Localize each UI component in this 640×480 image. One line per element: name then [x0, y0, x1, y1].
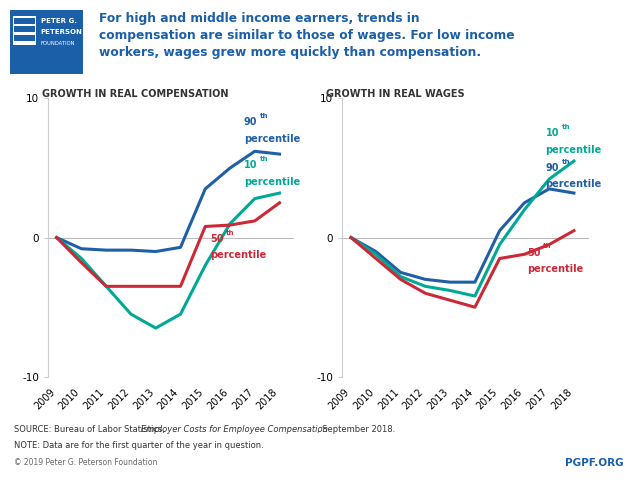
Text: PETERSON: PETERSON	[40, 29, 83, 36]
Text: percentile: percentile	[545, 144, 602, 155]
Text: th: th	[543, 243, 552, 250]
Text: th: th	[561, 158, 570, 165]
Text: FOUNDATION: FOUNDATION	[40, 41, 75, 46]
Text: PGPF.ORG: PGPF.ORG	[565, 458, 624, 468]
Text: th: th	[260, 156, 268, 162]
Text: © 2019 Peter G. Peterson Foundation: © 2019 Peter G. Peterson Foundation	[14, 458, 157, 468]
Bar	[14, 18, 35, 24]
Text: percentile: percentile	[545, 180, 602, 190]
Text: percentile: percentile	[244, 133, 300, 144]
Text: percentile: percentile	[244, 177, 300, 187]
Text: GROWTH IN REAL COMPENSATION: GROWTH IN REAL COMPENSATION	[42, 89, 228, 99]
Text: PETER G.: PETER G.	[40, 18, 77, 24]
Text: 50: 50	[210, 234, 224, 244]
Text: th: th	[227, 229, 235, 236]
Text: percentile: percentile	[210, 251, 266, 261]
Bar	[14, 26, 35, 32]
Text: 50: 50	[527, 248, 540, 258]
Text: SOURCE: Bureau of Labor Statistics,: SOURCE: Bureau of Labor Statistics,	[14, 425, 168, 434]
Bar	[13, 16, 36, 45]
Text: For high and middle income earners, trends in
compensation are similar to those : For high and middle income earners, tren…	[99, 12, 515, 59]
Text: 90: 90	[545, 163, 559, 173]
Text: th: th	[561, 124, 570, 130]
Text: 10: 10	[545, 128, 559, 138]
Text: NOTE: Data are for the first quarter of the year in question.: NOTE: Data are for the first quarter of …	[14, 441, 264, 450]
Text: th: th	[260, 113, 268, 119]
Text: GROWTH IN REAL WAGES: GROWTH IN REAL WAGES	[326, 89, 465, 99]
Text: Employer Costs for Employee Compensation: Employer Costs for Employee Compensation	[141, 425, 328, 434]
Text: 10: 10	[244, 160, 257, 170]
Text: percentile: percentile	[527, 264, 583, 275]
Bar	[14, 35, 35, 41]
Text: , September 2018.: , September 2018.	[317, 425, 395, 434]
Text: 90: 90	[244, 117, 257, 127]
